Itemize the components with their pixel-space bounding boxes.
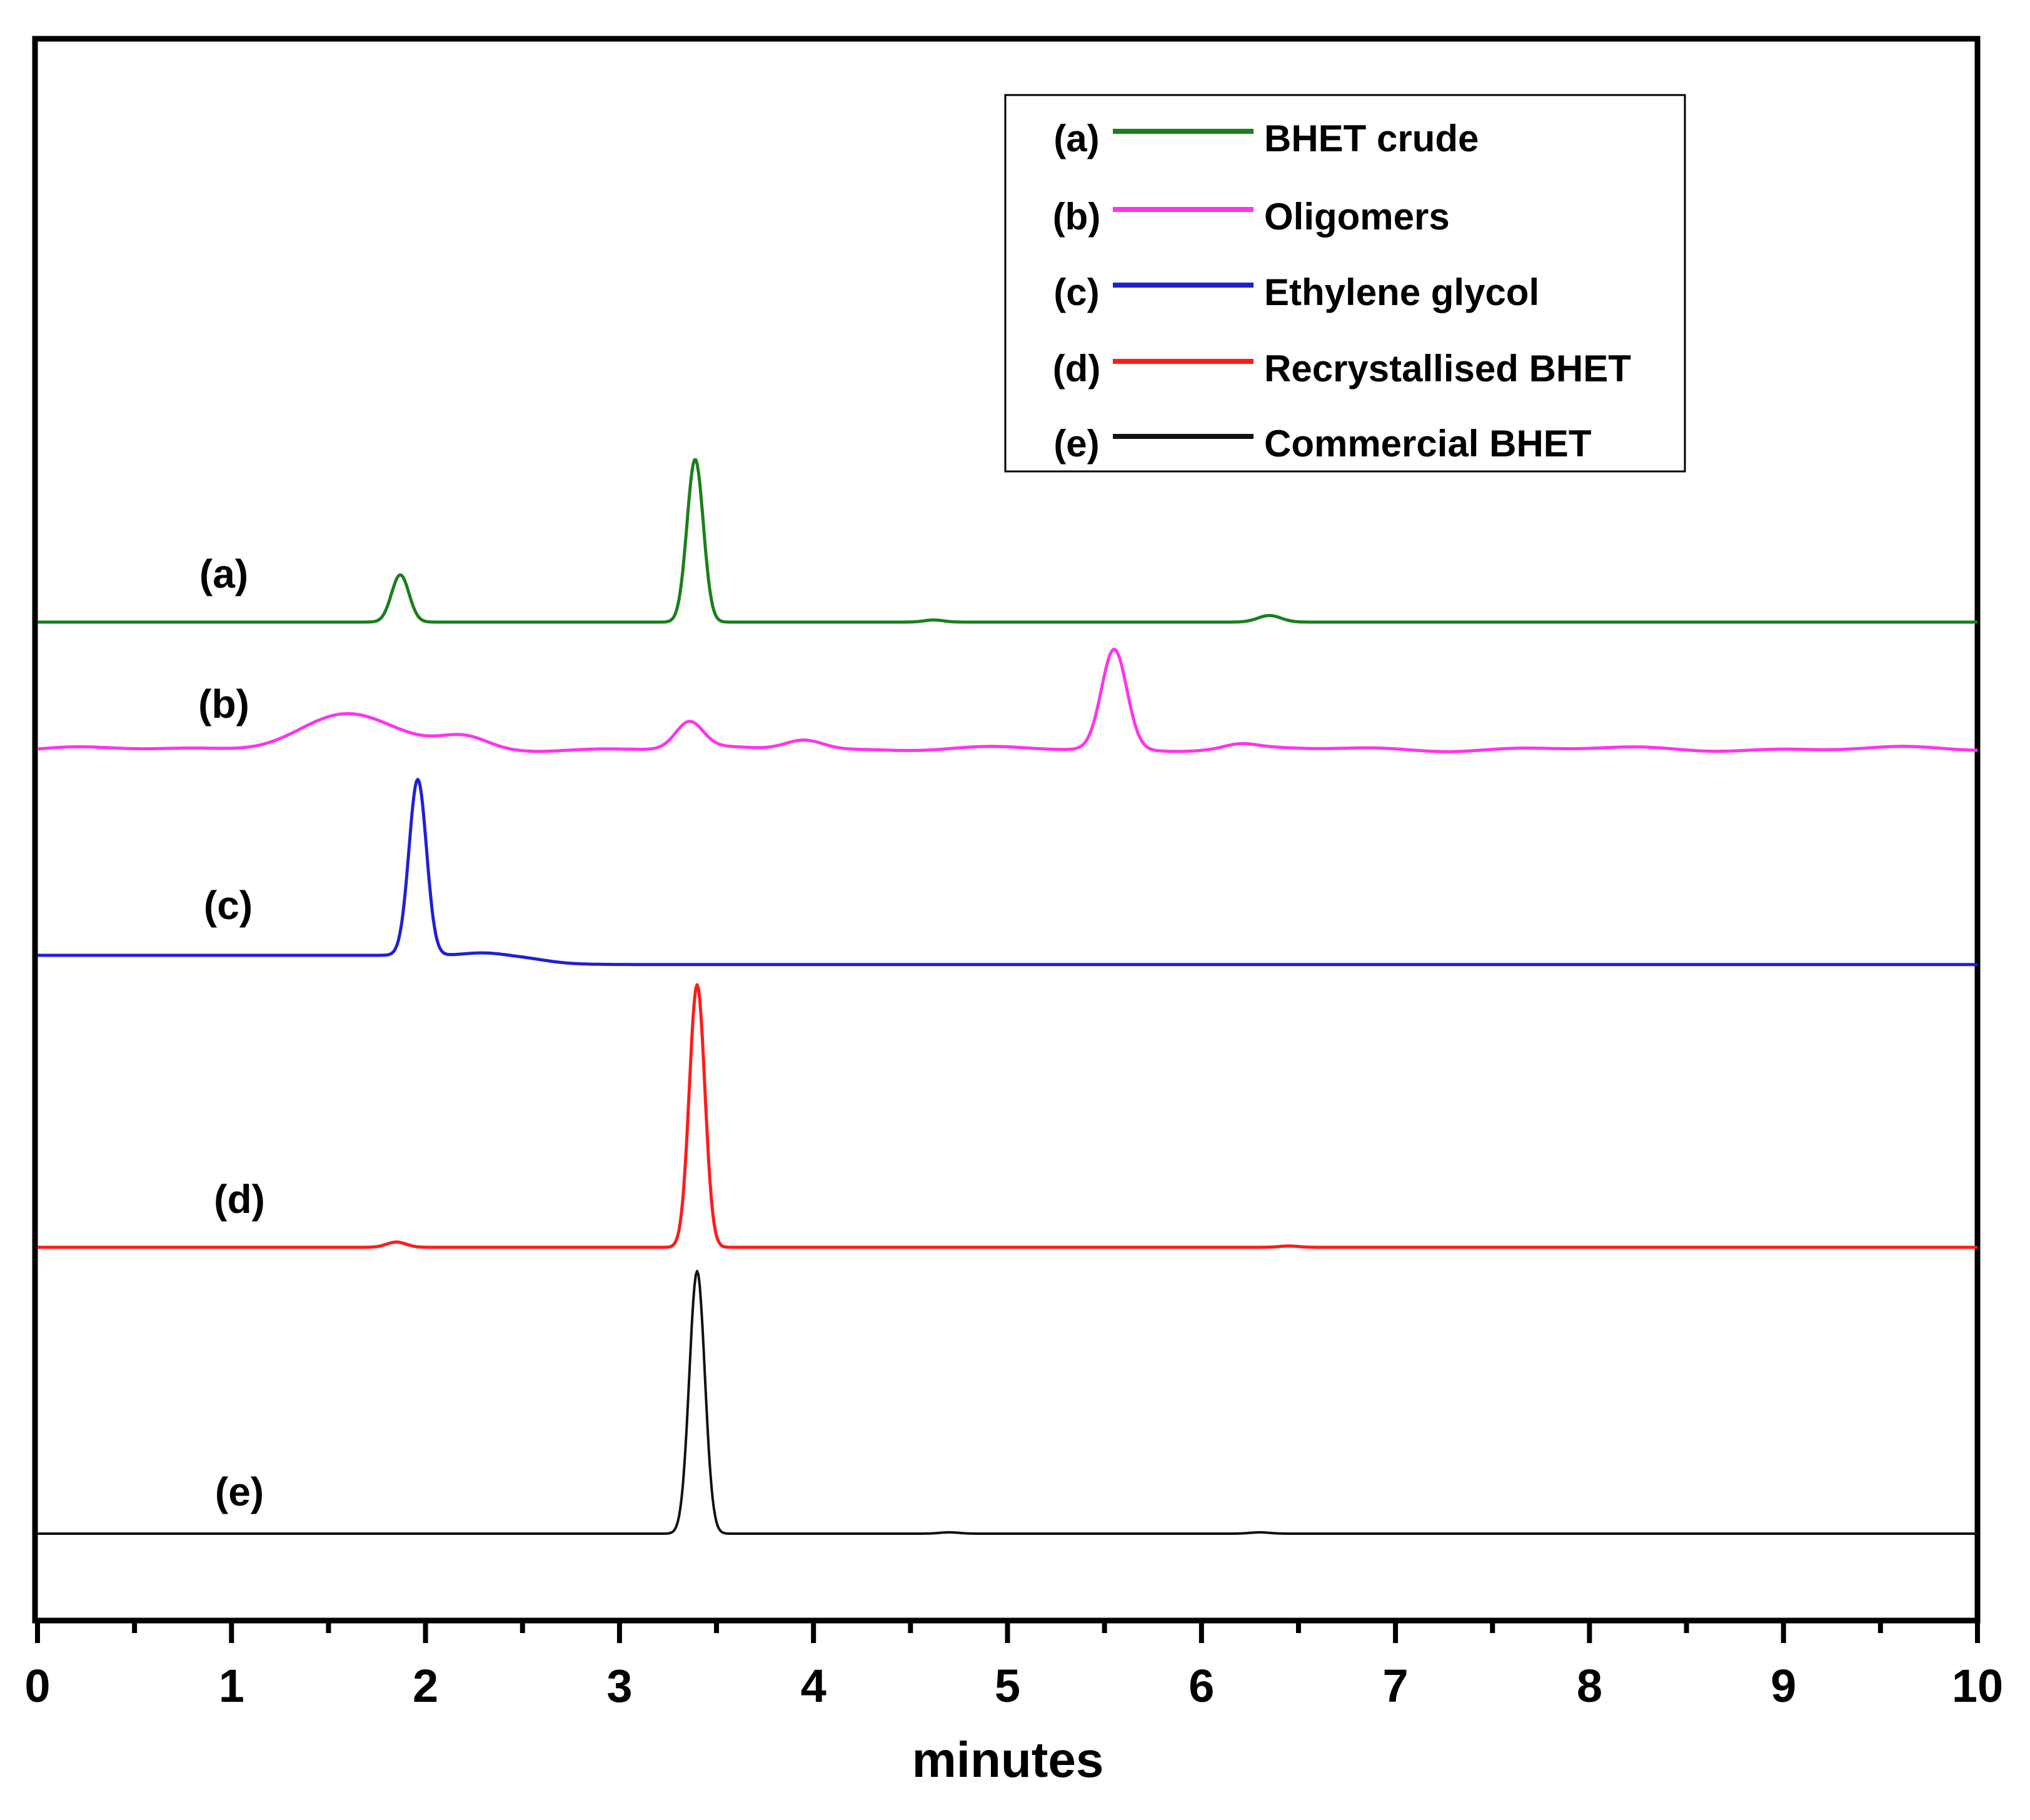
trace-b-line xyxy=(37,648,1978,753)
trace-b-label: (b) xyxy=(198,681,249,726)
trace-e-label: (e) xyxy=(215,1469,264,1514)
trace-group xyxy=(37,458,1978,1535)
legend-item-tag: (a) xyxy=(1053,118,1099,159)
trace-label-group: (a) (b) (c) (d) (e) xyxy=(198,551,265,1514)
x-tick-label: 5 xyxy=(995,1660,1020,1712)
legend-item-e: (e) Commercial BHET xyxy=(1053,423,1591,465)
x-tick-label: 3 xyxy=(606,1660,632,1712)
trace-c-label: (c) xyxy=(204,883,253,928)
x-axis-title: minutes xyxy=(912,1732,1104,1787)
x-tick-label: 2 xyxy=(413,1660,438,1712)
legend-item-name: BHET crude xyxy=(1264,118,1479,159)
legend: (a) BHET crude (b) Oligomers (c) Ethylene gly… xyxy=(1004,94,1686,473)
x-tick-label: 7 xyxy=(1383,1660,1409,1712)
legend-item-tag: (c) xyxy=(1053,271,1099,313)
trace-e-line xyxy=(38,1270,1977,1535)
x-axis-tick-labels: 0 1 2 3 4 5 6 7 8 9 10 xyxy=(24,1660,2003,1712)
trace-d-line xyxy=(37,983,1978,1249)
x-tick-label: 4 xyxy=(801,1660,827,1712)
legend-item-name: Oligomers xyxy=(1264,196,1450,238)
legend-item-name: Recrystallised BHET xyxy=(1264,348,1631,390)
trace-d-label: (d) xyxy=(214,1177,265,1222)
trace-a-line xyxy=(37,458,1978,624)
x-axis-ticks xyxy=(35,1618,1980,1643)
legend-item-d: (d) Recrystallised BHET xyxy=(1053,348,1631,390)
x-tick-label: 0 xyxy=(24,1660,50,1712)
legend-items: (a) BHET crude (b) Oligomers (c) Ethylene gly… xyxy=(1053,118,1631,465)
x-tick-label: 1 xyxy=(219,1660,244,1712)
legend-item-a: (a) BHET crude xyxy=(1053,118,1479,159)
legend-item-tag: (d) xyxy=(1053,348,1101,390)
legend-item-b: (b) Oligomers xyxy=(1053,196,1450,238)
legend-item-name: Commercial BHET xyxy=(1264,423,1591,465)
legend-item-tag: (b) xyxy=(1053,196,1101,238)
legend-item-c: (c) Ethylene glycol xyxy=(1053,271,1539,313)
trace-c-line xyxy=(37,778,1978,967)
legend-item-tag: (e) xyxy=(1053,423,1099,465)
trace-a-label: (a) xyxy=(199,551,248,596)
x-tick-label: 6 xyxy=(1188,1660,1214,1712)
x-tick-label: 10 xyxy=(1952,1660,2003,1712)
x-tick-label: 9 xyxy=(1771,1660,1796,1712)
x-tick-label: 8 xyxy=(1577,1660,1602,1712)
legend-item-name: Ethylene glycol xyxy=(1264,271,1539,313)
